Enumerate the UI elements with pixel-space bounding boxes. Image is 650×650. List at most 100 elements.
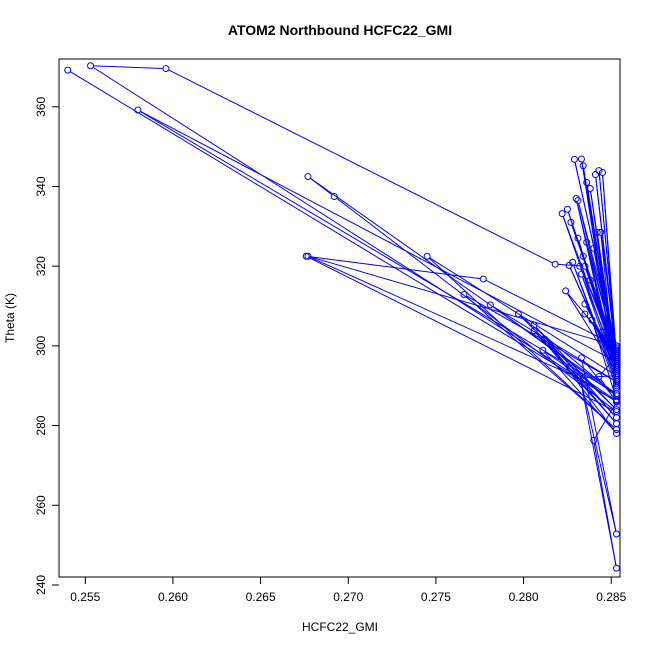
data-point xyxy=(612,414,620,422)
data-point xyxy=(304,173,312,181)
y-tick-label: 360 xyxy=(34,96,48,116)
data-point xyxy=(612,380,620,388)
series-line-segment xyxy=(594,404,616,439)
series-line-segment xyxy=(310,257,576,377)
data-point xyxy=(583,179,591,187)
x-tick-label: 0.260 xyxy=(158,590,188,604)
series-line-segment xyxy=(465,296,615,428)
series-line-segment xyxy=(593,443,617,566)
data-point xyxy=(576,262,584,270)
series-line-segment xyxy=(310,177,615,393)
series-line-segment xyxy=(592,322,616,386)
data-point xyxy=(574,196,582,204)
x-tick-label: 0.270 xyxy=(333,590,363,604)
series-lines xyxy=(70,65,617,566)
x-tick-label: 0.275 xyxy=(421,590,451,604)
series-line-segment xyxy=(535,332,615,416)
x-tick-label: 0.255 xyxy=(70,590,100,604)
data-point xyxy=(612,376,620,384)
data-point xyxy=(598,328,606,336)
series-line-segment xyxy=(562,216,616,368)
y-tick-label: 260 xyxy=(34,495,48,515)
series-line-segment xyxy=(578,241,617,358)
series-line-segment xyxy=(93,65,163,69)
data-point xyxy=(612,356,620,364)
data-point xyxy=(460,290,468,298)
plot-frame xyxy=(58,58,621,578)
series-line-segment xyxy=(581,276,616,372)
data-point xyxy=(64,66,72,74)
data-point xyxy=(590,436,598,444)
data-point xyxy=(612,398,620,406)
series-line-segment xyxy=(535,327,615,416)
data-point xyxy=(514,310,522,318)
data-point xyxy=(595,167,603,175)
data-point xyxy=(577,270,585,278)
y-axis-label: Theta (K) xyxy=(3,293,17,343)
series-line-segment xyxy=(544,352,615,432)
data-point xyxy=(576,372,584,380)
series-line-segment xyxy=(592,322,617,397)
data-point xyxy=(539,346,547,354)
series-line-segment xyxy=(535,326,615,408)
data-point xyxy=(593,228,601,236)
series-line-segment xyxy=(546,341,616,432)
data-point xyxy=(588,316,596,324)
data-point xyxy=(581,300,589,308)
x-axis: 0.255 0.260 0.265 0.270 0.275 0.280 0.285 xyxy=(70,577,627,604)
series-line-segment xyxy=(600,378,616,400)
data-point xyxy=(612,430,620,438)
series-line-segment xyxy=(576,201,617,377)
series-line-segment xyxy=(310,177,333,196)
data-point xyxy=(612,420,620,428)
data-point xyxy=(612,366,620,374)
data-point xyxy=(598,169,606,177)
data-point xyxy=(612,342,620,350)
data-point xyxy=(579,252,587,260)
data-point xyxy=(577,354,585,362)
series-line-segment xyxy=(308,257,615,411)
series-line-segment xyxy=(70,71,615,401)
x-tick-label: 0.280 xyxy=(509,590,539,604)
data-point xyxy=(87,62,95,70)
series-line-segment xyxy=(168,69,553,264)
series-line-segment xyxy=(309,256,481,280)
data-point xyxy=(541,335,549,343)
chart-title: ATOM2 Northbound HCFC22_GMI xyxy=(228,22,452,38)
x-tick-label: 0.265 xyxy=(246,590,276,604)
series-line-segment xyxy=(429,257,615,375)
y-tick-label: 320 xyxy=(34,256,48,276)
data-point xyxy=(612,396,620,404)
data-point xyxy=(479,275,487,283)
data-point xyxy=(570,155,578,163)
data-point xyxy=(304,252,312,260)
series-line-segment xyxy=(140,111,615,393)
x-axis-label: HCFC22_GMI xyxy=(302,620,378,634)
data-point xyxy=(563,205,571,213)
series-line-segment xyxy=(581,360,617,532)
data-point xyxy=(597,228,605,236)
series-line-segment xyxy=(310,256,614,346)
data-point xyxy=(530,327,538,335)
series-line-segment xyxy=(579,378,617,532)
series-line-segment xyxy=(580,268,616,348)
series-line-segment xyxy=(429,257,615,428)
data-point xyxy=(612,384,620,392)
data-point xyxy=(581,262,589,270)
data-point xyxy=(612,530,620,538)
y-tick-label: 280 xyxy=(34,415,48,435)
data-point xyxy=(586,185,594,192)
data-point xyxy=(562,287,570,295)
data-point xyxy=(590,244,598,252)
data-point xyxy=(330,192,338,200)
data-point xyxy=(577,155,585,163)
data-point xyxy=(586,276,594,284)
data-point xyxy=(551,260,559,268)
data-point xyxy=(567,218,575,226)
data-point xyxy=(134,106,142,114)
data-point xyxy=(162,65,170,73)
data-point xyxy=(579,162,587,170)
y-axis: 240 260 280 300 320 340 360 xyxy=(34,96,59,595)
data-point xyxy=(612,406,620,414)
